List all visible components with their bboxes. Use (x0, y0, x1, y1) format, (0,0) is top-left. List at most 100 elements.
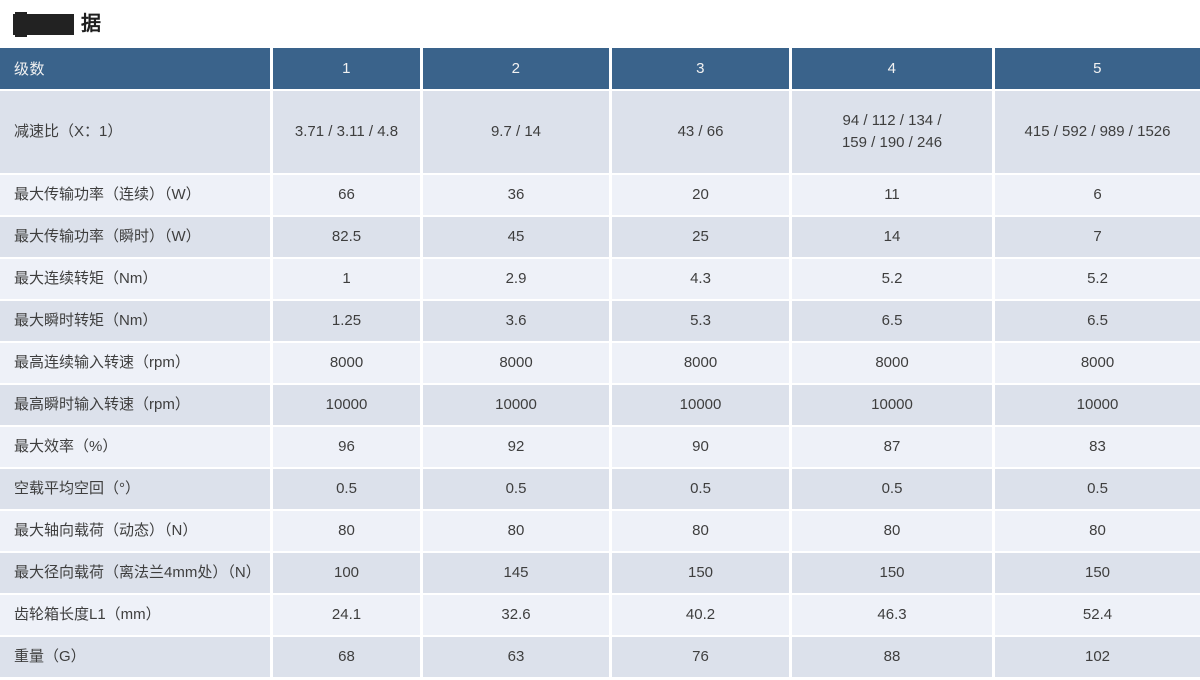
table-row: 最高连续输入转速（rpm） 8000 8000 8000 8000 8000 (0, 343, 1200, 385)
cell-value: 43 / 66 (612, 91, 792, 175)
cell-value: 45 (423, 217, 612, 259)
cell-value: 145 (423, 553, 612, 595)
cell-value: 32.6 (423, 595, 612, 637)
table-row: 减速比（X：1） 3.71 / 3.11 / 4.8 9.7 / 14 43 /… (0, 91, 1200, 175)
cell-value: 6.5 (995, 301, 1200, 343)
cell-value: 5.2 (995, 259, 1200, 301)
cell-value: 63 (423, 637, 612, 679)
cell-value: 7 (995, 217, 1200, 259)
row-label: 最大效率（%） (0, 427, 273, 469)
table-row: 最大轴向载荷（动态）（N） 80 80 80 80 80 (0, 511, 1200, 553)
cell-value: 24.1 (273, 595, 423, 637)
cell-value: 102 (995, 637, 1200, 679)
cell-value: 150 (612, 553, 792, 595)
table-row: 齿轮箱长度L1（mm） 24.1 32.6 40.2 46.3 52.4 (0, 595, 1200, 637)
cell-value: 11 (792, 175, 995, 217)
cell-value: 14 (792, 217, 995, 259)
redaction-box (13, 14, 74, 35)
cell-value: 20 (612, 175, 792, 217)
cell-value: 96 (273, 427, 423, 469)
spec-table-header: 级数 1 2 3 4 5 (0, 48, 1200, 91)
page-title-visible-text: 据 (81, 13, 101, 35)
cell-value: 80 (612, 511, 792, 553)
cell-value: 415 / 592 / 989 / 1526 (995, 91, 1200, 175)
cell-value: 0.5 (423, 469, 612, 511)
row-label: 最高连续输入转速（rpm） (0, 343, 273, 385)
cell-value: 1 (273, 259, 423, 301)
cell-value: 66 (273, 175, 423, 217)
table-row: 重量（G） 68 63 76 88 102 (0, 637, 1200, 679)
redaction-stroke-bottom (15, 34, 27, 37)
row-label: 最大传输功率（连续）（W） (0, 175, 273, 217)
table-row: 最大瞬时转矩（Nm） 1.25 3.6 5.3 6.5 6.5 (0, 301, 1200, 343)
cell-value: 25 (612, 217, 792, 259)
cell-value: 87 (792, 427, 995, 469)
cell-value: 88 (792, 637, 995, 679)
column-header-3: 3 (612, 48, 792, 91)
row-label: 最大连续转矩（Nm） (0, 259, 273, 301)
cell-value: 10000 (273, 385, 423, 427)
spec-table: 级数 1 2 3 4 5 减速比（X：1） 3.71 / 3.11 / 4.8 … (0, 48, 1200, 679)
cell-value: 36 (423, 175, 612, 217)
table-row: 最大效率（%） 96 92 90 87 83 (0, 427, 1200, 469)
cell-value: 150 (995, 553, 1200, 595)
cell-value: 8000 (995, 343, 1200, 385)
column-header-stages: 级数 (0, 48, 273, 91)
cell-value: 80 (273, 511, 423, 553)
row-label: 齿轮箱长度L1（mm） (0, 595, 273, 637)
row-label: 空载平均空回（°） (0, 469, 273, 511)
table-row: 最大连续转矩（Nm） 1 2.9 4.3 5.2 5.2 (0, 259, 1200, 301)
cell-value: 68 (273, 637, 423, 679)
row-label: 减速比（X：1） (0, 91, 273, 175)
cell-value: 10000 (612, 385, 792, 427)
cell-value: 3.71 / 3.11 / 4.8 (273, 91, 423, 175)
cell-value: 92 (423, 427, 612, 469)
cell-value: 0.5 (792, 469, 995, 511)
cell-value: 10000 (423, 385, 612, 427)
cell-value: 10000 (995, 385, 1200, 427)
cell-value: 80 (792, 511, 995, 553)
cell-value: 40.2 (612, 595, 792, 637)
cell-value: 5.3 (612, 301, 792, 343)
cell-value: 8000 (612, 343, 792, 385)
header-row: 级数 1 2 3 4 5 (0, 48, 1200, 91)
table-row: 最大传输功率（连续）（W） 66 36 20 11 6 (0, 175, 1200, 217)
table-row: 最大径向载荷（离法兰4mm处）（N） 100 145 150 150 150 (0, 553, 1200, 595)
cell-value: 52.4 (995, 595, 1200, 637)
row-label: 最高瞬时输入转速（rpm） (0, 385, 273, 427)
page-title: 据 (13, 12, 133, 37)
table-row: 最大传输功率（瞬时）（W） 82.5 45 25 14 7 (0, 217, 1200, 259)
cell-value: 0.5 (273, 469, 423, 511)
row-label: 最大径向载荷（离法兰4mm处）（N） (0, 553, 273, 595)
column-header-2: 2 (423, 48, 612, 91)
cell-value: 150 (792, 553, 995, 595)
cell-value: 46.3 (792, 595, 995, 637)
cell-value: 94 / 112 / 134 / 159 / 190 / 246 (792, 91, 995, 175)
row-label: 重量（G） (0, 637, 273, 679)
cell-value: 80 (423, 511, 612, 553)
cell-value: 8000 (273, 343, 423, 385)
cell-value: 83 (995, 427, 1200, 469)
row-label: 最大轴向载荷（动态）（N） (0, 511, 273, 553)
column-header-1: 1 (273, 48, 423, 91)
cell-value: 9.7 / 14 (423, 91, 612, 175)
cell-value: 90 (612, 427, 792, 469)
cell-value: 6.5 (792, 301, 995, 343)
cell-value: 6 (995, 175, 1200, 217)
cell-value: 100 (273, 553, 423, 595)
cell-value: 8000 (792, 343, 995, 385)
table-row: 空载平均空回（°） 0.5 0.5 0.5 0.5 0.5 (0, 469, 1200, 511)
row-label: 最大传输功率（瞬时）（W） (0, 217, 273, 259)
cell-value: 82.5 (273, 217, 423, 259)
cell-value: 1.25 (273, 301, 423, 343)
cell-value: 2.9 (423, 259, 612, 301)
cell-value: 0.5 (995, 469, 1200, 511)
redaction-stroke-top (15, 12, 27, 15)
cell-value: 8000 (423, 343, 612, 385)
column-header-4: 4 (792, 48, 995, 91)
table-row: 最高瞬时输入转速（rpm） 10000 10000 10000 10000 10… (0, 385, 1200, 427)
cell-value: 4.3 (612, 259, 792, 301)
cell-value: 76 (612, 637, 792, 679)
cell-value: 3.6 (423, 301, 612, 343)
